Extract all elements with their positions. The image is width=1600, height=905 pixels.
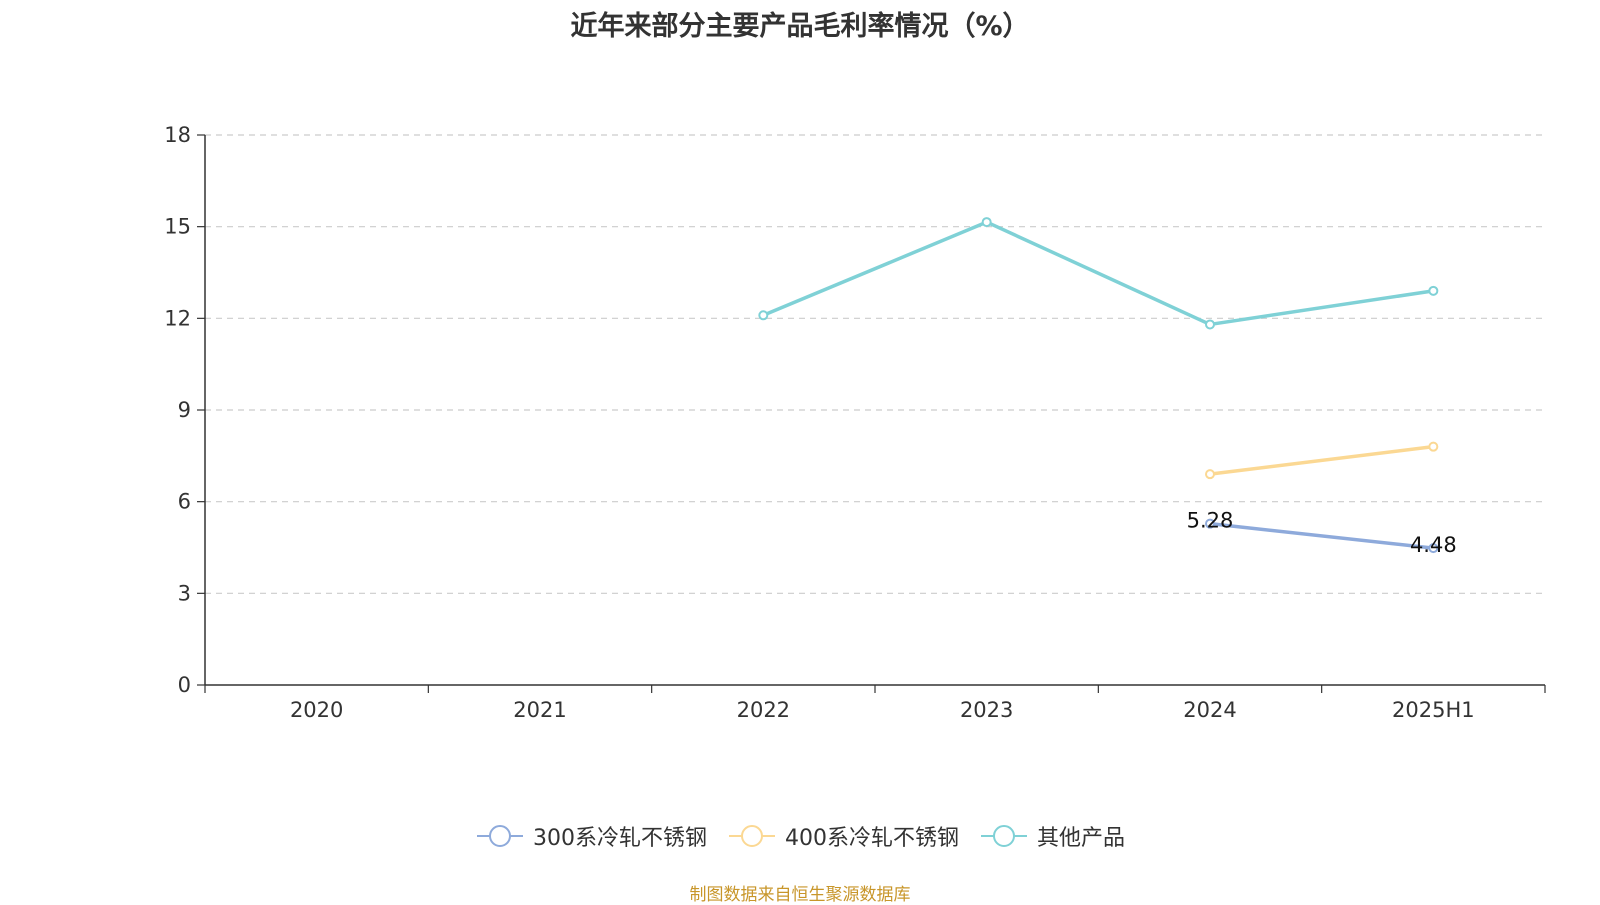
legend-line-circle-icon [980,825,1027,847]
y-tick-label: 15 [164,215,191,239]
y-tick-label: 9 [178,398,191,422]
x-tick-label: 2025H1 [1392,698,1475,722]
legend-line-circle-icon [476,825,523,847]
x-tick-label: 2021 [513,698,566,722]
chart-title: 近年来部分主要产品毛利率情况（%） [570,11,1030,42]
series-line-1 [1208,444,1436,476]
legend-item[interactable]: 400系冷轧不锈钢 [727,820,959,852]
data-label: 4.48 [1410,533,1457,557]
legend-item[interactable]: 其他产品 [979,820,1125,852]
data-point[interactable] [1428,441,1439,452]
legend: 300系冷轧不锈钢 400系冷轧不锈钢 其他产品 [0,820,1600,852]
legend-item[interactable]: 300系冷轧不锈钢 [475,820,707,852]
x-tick-label: 2023 [960,698,1013,722]
x-tick-label: 2020 [290,698,343,722]
legend-line-circle-icon [728,825,775,847]
data-labels: 5.28 4.48 [1187,509,1457,557]
gridlines [205,134,1545,594]
data-point[interactable] [1428,285,1439,296]
x-tick-label: 2022 [737,698,790,722]
legend-label: 其他产品 [1036,826,1125,851]
data-point[interactable] [1205,518,1215,529]
data-point[interactable] [758,310,769,321]
y-tick-label: 0 [178,673,191,697]
legend-marker [488,825,511,847]
series-line-0 [1208,521,1436,550]
y-tick-label: 3 [178,581,191,605]
data-point[interactable] [1205,319,1215,330]
data-point[interactable] [1205,469,1215,480]
data-label: 5.28 [1187,509,1234,533]
y-tick-label: 12 [164,306,191,330]
data-point[interactable] [1428,543,1439,554]
legend-marker [992,825,1015,847]
source-note: 制图数据来自恒生聚源数据库 [689,885,911,905]
legend-label: 300系冷轧不锈钢 [532,826,707,851]
data-point[interactable] [981,217,992,228]
y-tick-label: 18 [164,123,191,147]
axes: 0 3 6 9 12 15 18 2020 2021 2022 2023 2024 2025H1 [164,123,1546,722]
y-tick-label: 6 [178,490,191,514]
series-line-2 [761,220,1436,327]
legend-marker [740,825,763,847]
series [758,217,1439,554]
legend-label: 400系冷轧不锈钢 [784,826,959,851]
x-tick-label: 2024 [1183,698,1236,722]
